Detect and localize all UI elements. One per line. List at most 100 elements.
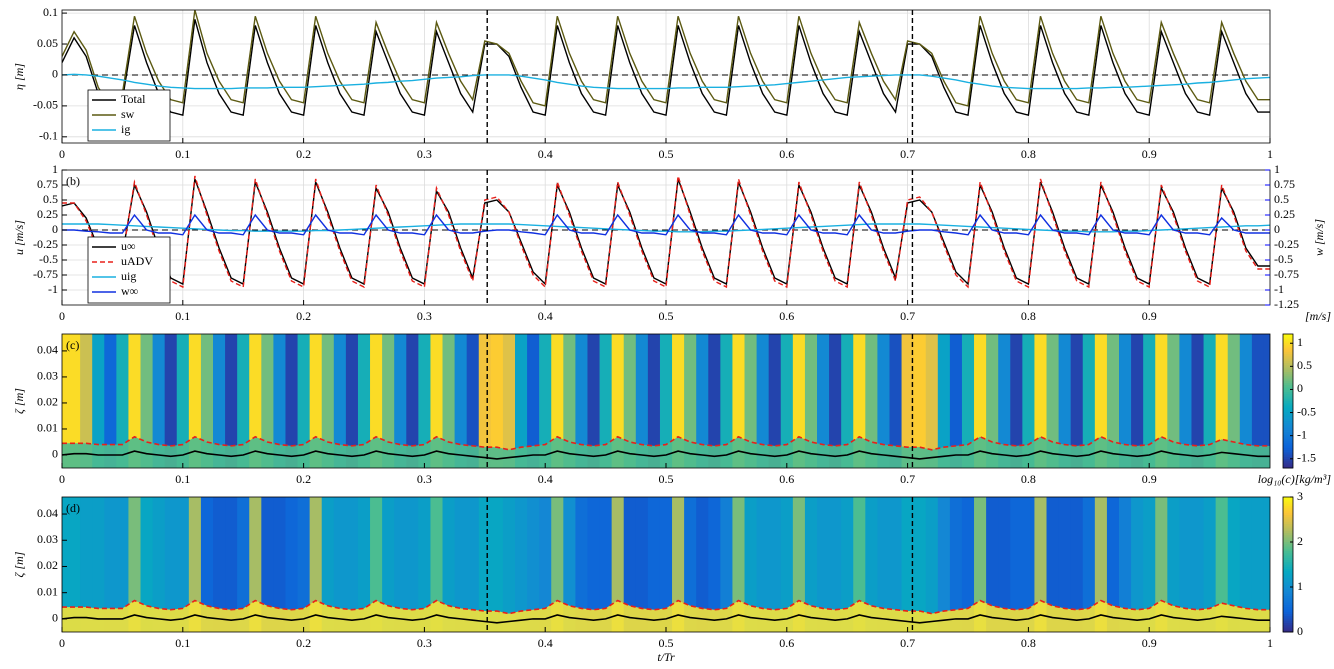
- colorbar-step: [1283, 623, 1293, 626]
- heat-cell: [599, 334, 613, 468]
- heat-cell: [527, 334, 540, 468]
- heat-cell: [515, 497, 528, 632]
- y-tick-label: -0.5: [39, 252, 58, 266]
- colorbar-step: [1283, 609, 1293, 613]
- colorbar-step: [1283, 528, 1293, 532]
- colorbar-step: [1283, 443, 1293, 447]
- colorbar-step: [1283, 575, 1293, 579]
- heat-cell: [418, 497, 432, 632]
- y-tick-label: 0.75: [37, 177, 58, 191]
- x-tick-label: 0.5: [659, 472, 674, 486]
- heat-cell: [297, 334, 311, 468]
- heat-cell: [889, 334, 903, 468]
- y-axis-label: ζ [m]: [12, 388, 26, 414]
- heat-cell: [104, 334, 117, 468]
- colorbar-step: [1283, 503, 1293, 507]
- x-axis-label: t/Tr: [657, 650, 675, 664]
- heat-cell: [1070, 497, 1084, 632]
- heat-cell: [1143, 334, 1156, 468]
- heat-cell: [672, 334, 685, 468]
- x-tick-label: 0.9: [1142, 309, 1157, 323]
- heat-cell: [213, 497, 226, 632]
- heat-cell: [647, 334, 661, 468]
- heat-cell: [913, 334, 927, 468]
- heat-cell: [841, 334, 854, 468]
- y-tick-label: 0.02: [37, 395, 58, 409]
- colorbar-tick-label: 2: [1297, 534, 1303, 548]
- colorbar-step: [1283, 578, 1293, 581]
- y-tick-label: 0.01: [37, 584, 58, 598]
- heat-cell: [1094, 334, 1108, 468]
- heat-cell: [841, 497, 854, 632]
- heat-cell: [237, 334, 250, 468]
- heat-cell: [1179, 497, 1193, 632]
- heat-cell: [333, 334, 347, 468]
- y-tick-label: -1: [48, 282, 58, 296]
- heat-cell: [1215, 497, 1229, 632]
- colorbar-step: [1283, 524, 1293, 527]
- level-line: [62, 599, 1270, 615]
- x-tick-label: 0: [59, 309, 65, 323]
- colorbar-step: [1283, 616, 1293, 619]
- colorbar-step: [1283, 369, 1293, 373]
- colorbar-tick-label: -1.5: [1297, 451, 1316, 465]
- x-tick-label: 0.5: [659, 309, 674, 323]
- y2-tick-label: -0.5: [1274, 252, 1293, 266]
- x-tick-label: 0.6: [779, 309, 794, 323]
- colorbar-tick-label: -1: [1297, 427, 1307, 441]
- heat-cell: [1022, 334, 1036, 468]
- plot-area: [62, 170, 1270, 305]
- colorbar-step: [1283, 365, 1293, 368]
- colorbar-step: [1283, 508, 1293, 511]
- x-tick-label: 0.5: [659, 636, 674, 650]
- heat-cell: [913, 497, 927, 632]
- heat-cell: [865, 334, 878, 468]
- heat-cell: [829, 334, 842, 468]
- colorbar-step: [1283, 385, 1293, 389]
- level-line: [62, 614, 1270, 624]
- y-tick-label: 0: [52, 447, 58, 461]
- heat-cell: [333, 497, 347, 632]
- level-line: [62, 435, 1270, 451]
- heat-cell: [623, 497, 637, 632]
- colorbar-step: [1283, 564, 1293, 568]
- heat-cell: [68, 334, 81, 468]
- colorbar-step: [1283, 345, 1293, 348]
- colorbar-step: [1283, 618, 1293, 622]
- y-tick-label: 0.25: [37, 207, 58, 221]
- heat-cell: [551, 334, 564, 468]
- heat-cell: [200, 334, 214, 468]
- heat-cell: [792, 497, 806, 632]
- colorbar-step: [1283, 602, 1293, 606]
- plot-area: [62, 497, 1270, 632]
- heat-cell: [756, 334, 770, 468]
- heat-cell: [490, 334, 504, 468]
- heat-cell: [502, 334, 516, 468]
- colorbar-step: [1283, 374, 1293, 377]
- colorbar-step: [1283, 566, 1293, 570]
- colorbar-step: [1283, 515, 1293, 518]
- colorbar-step: [1283, 587, 1293, 590]
- colorbar-step: [1283, 452, 1293, 456]
- colorbar-step: [1283, 551, 1293, 554]
- heat-cell: [1034, 497, 1048, 632]
- heat-cell: [599, 497, 613, 632]
- colorbar-step: [1283, 539, 1293, 543]
- heat-cell: [768, 497, 782, 632]
- heat-cell: [502, 497, 516, 632]
- heat-cell: [1082, 334, 1096, 468]
- colorbar-step: [1283, 380, 1293, 384]
- heat-cell: [406, 334, 419, 468]
- colorbar-step: [1283, 506, 1293, 509]
- legend-label: Total: [121, 92, 146, 106]
- heat-cell: [200, 497, 214, 632]
- heat-cell: [1070, 334, 1084, 468]
- colorbar-step: [1283, 497, 1293, 500]
- colorbar-step: [1283, 584, 1293, 588]
- colorbar-step: [1283, 499, 1293, 502]
- colorbar-step: [1283, 629, 1293, 633]
- heat-cell: [1022, 497, 1036, 632]
- heat-cell: [285, 497, 299, 632]
- x-tick-label: 0.8: [1021, 636, 1036, 650]
- heat-cell: [998, 334, 1011, 468]
